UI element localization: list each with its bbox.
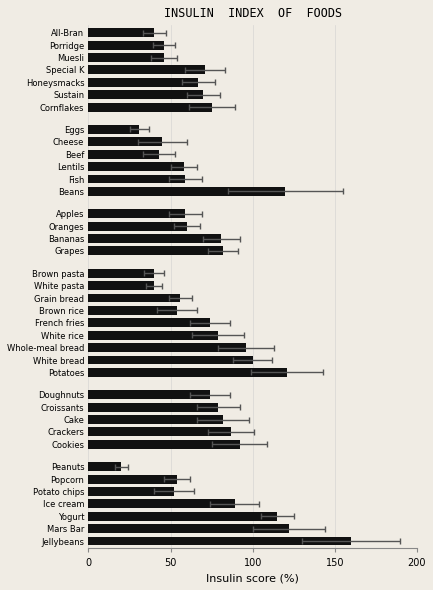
Bar	[88, 78, 198, 87]
Bar	[88, 512, 277, 521]
Bar	[88, 331, 218, 340]
Bar	[88, 487, 174, 496]
Bar	[88, 415, 223, 424]
Title: INSULIN  INDEX  OF  FOODS: INSULIN INDEX OF FOODS	[164, 7, 342, 20]
Bar	[88, 125, 139, 134]
Bar	[88, 390, 210, 399]
Bar	[88, 428, 231, 437]
Bar	[88, 187, 285, 196]
Bar	[88, 281, 154, 290]
Bar	[88, 294, 181, 303]
X-axis label: Insulin score (%): Insulin score (%)	[206, 573, 299, 583]
Bar	[88, 175, 185, 183]
Bar	[88, 41, 164, 50]
Bar	[88, 474, 177, 484]
Bar	[88, 103, 212, 112]
Bar	[88, 356, 252, 365]
Bar	[88, 137, 162, 146]
Bar	[88, 53, 164, 62]
Bar	[88, 222, 187, 231]
Bar	[88, 524, 289, 533]
Bar	[88, 28, 154, 37]
Bar	[88, 234, 221, 243]
Bar	[88, 65, 205, 74]
Bar	[88, 306, 177, 315]
Bar	[88, 269, 154, 278]
Bar	[88, 499, 235, 509]
Bar	[88, 368, 287, 377]
Bar	[88, 150, 159, 159]
Bar	[88, 402, 218, 412]
Bar	[88, 343, 246, 352]
Bar	[88, 462, 121, 471]
Bar	[88, 90, 204, 99]
Bar	[88, 440, 239, 449]
Bar	[88, 319, 210, 327]
Bar	[88, 162, 184, 171]
Bar	[88, 536, 351, 546]
Bar	[88, 209, 185, 218]
Bar	[88, 247, 223, 255]
